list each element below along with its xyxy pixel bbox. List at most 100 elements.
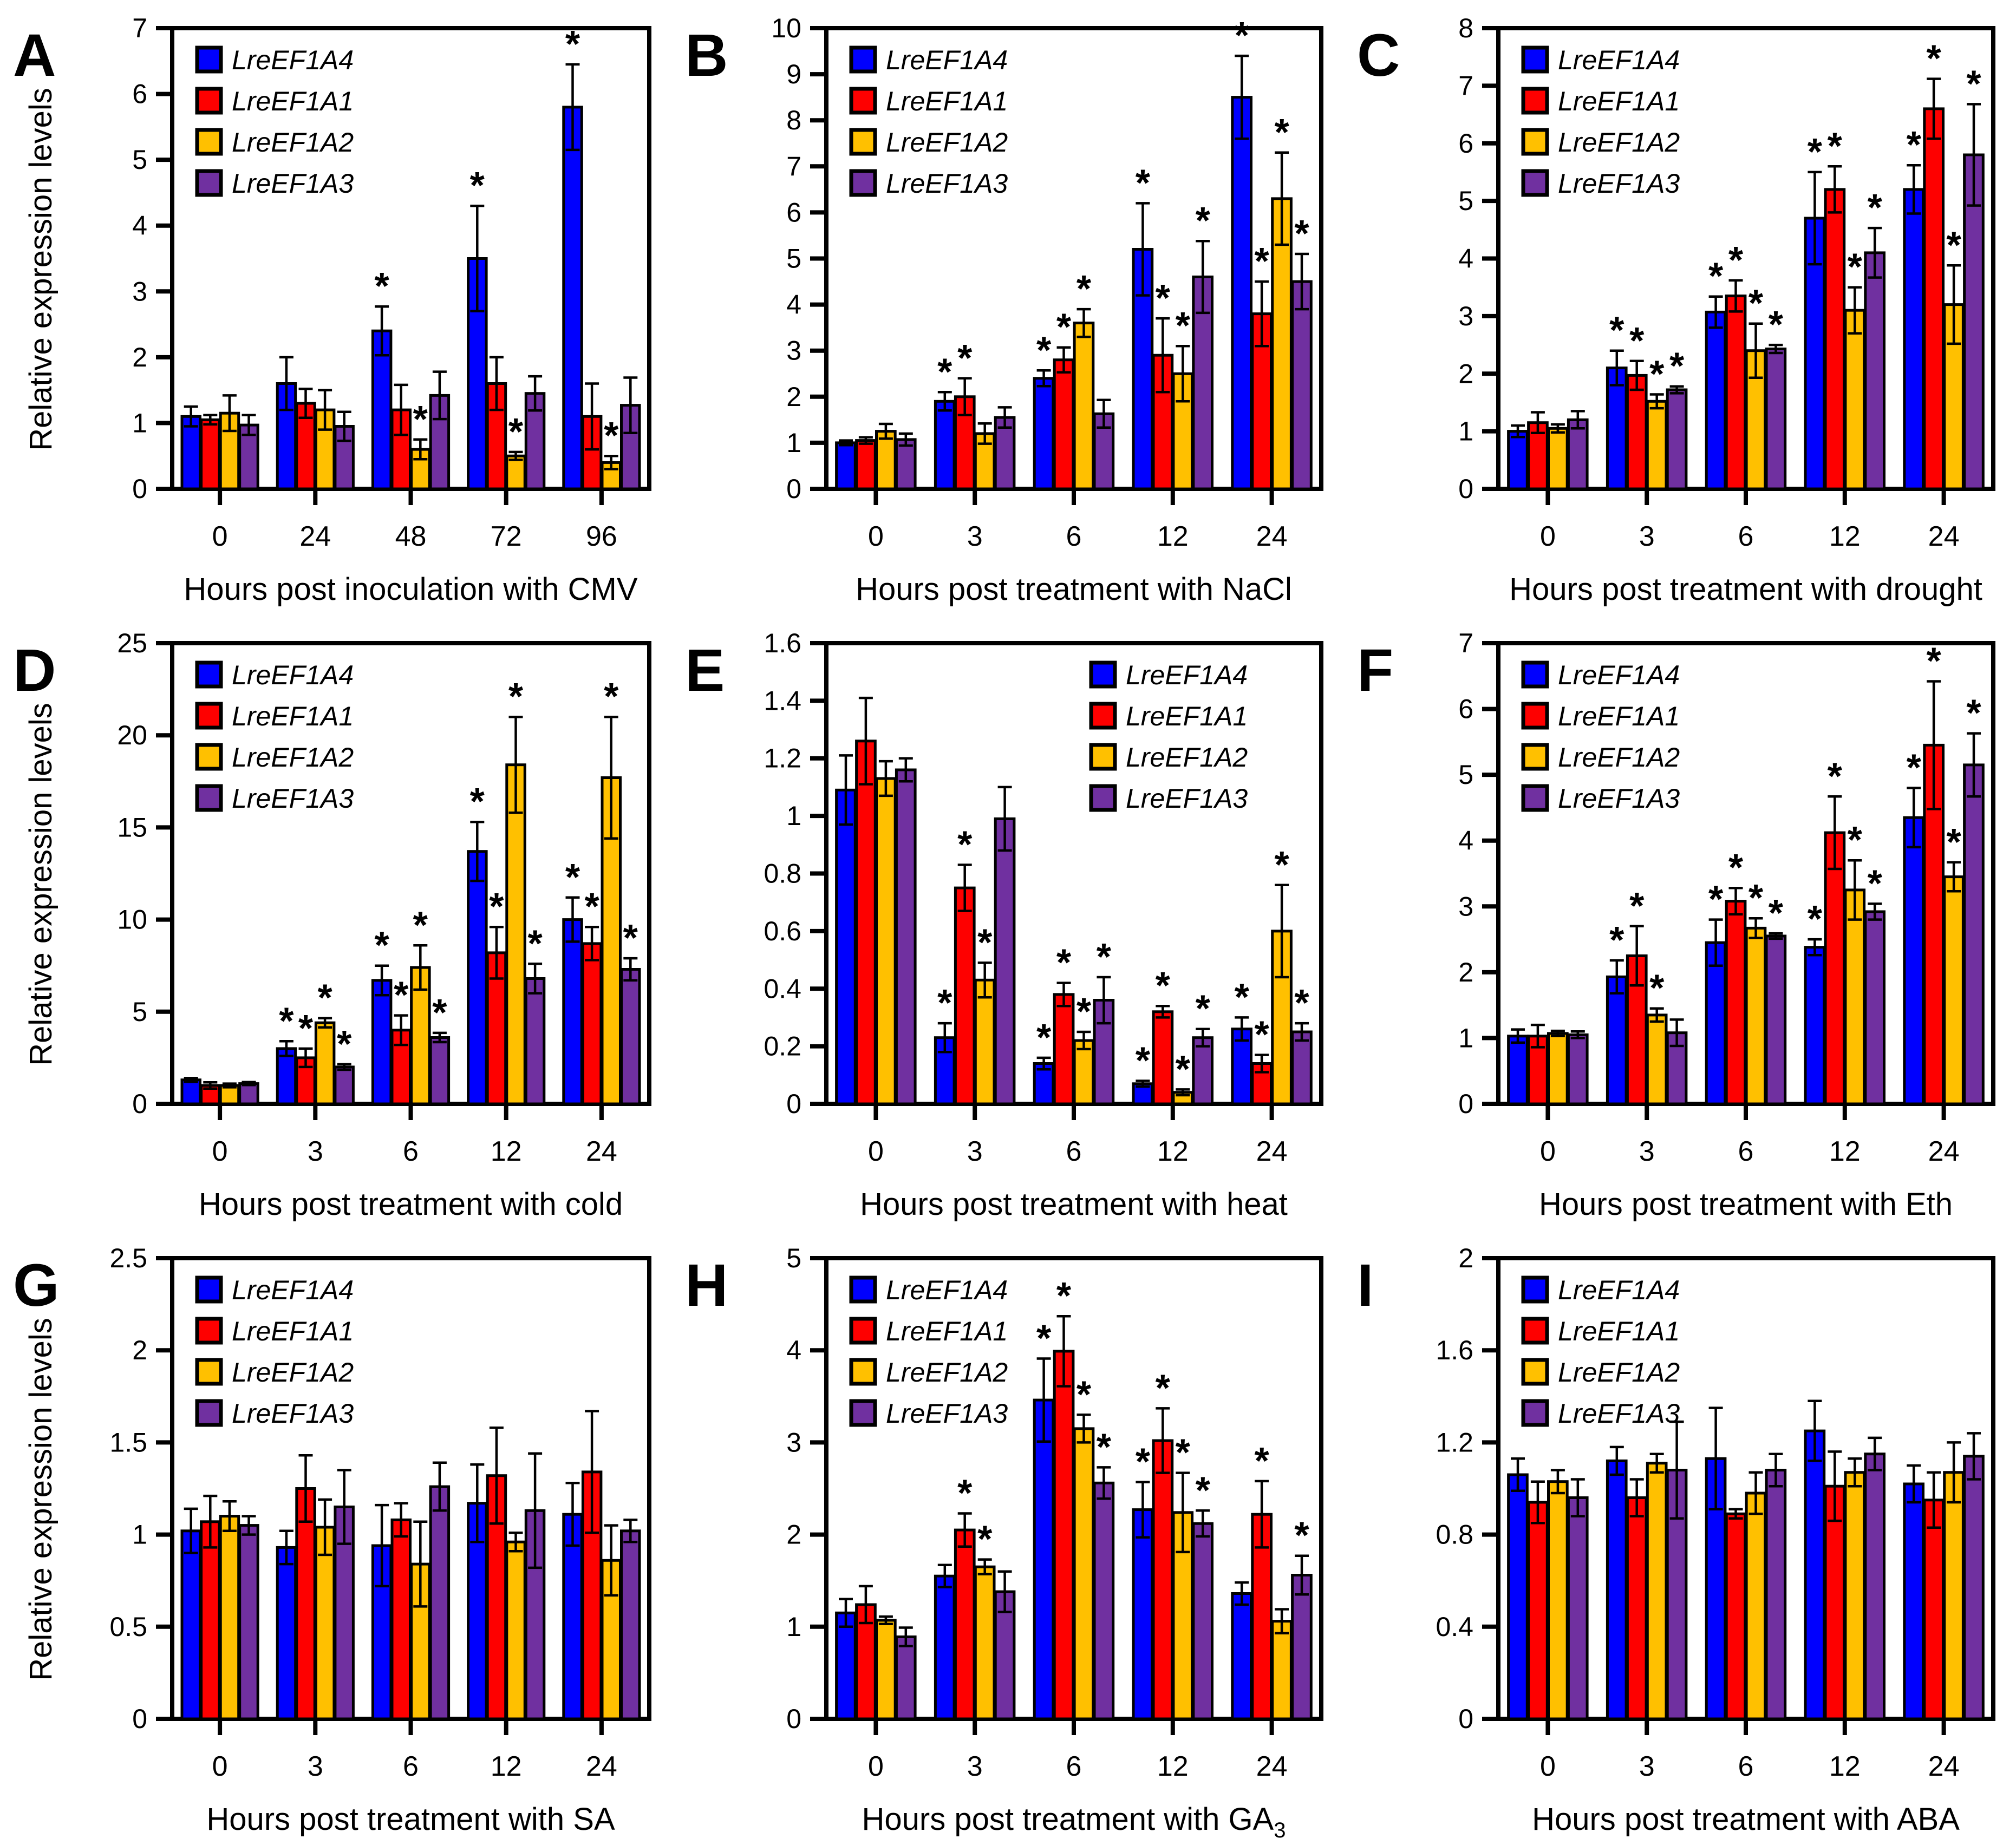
panel-letter: C xyxy=(1357,22,1400,89)
x-tick-label: 24 xyxy=(1256,1136,1288,1167)
x-tick-label: 24 xyxy=(586,1751,617,1782)
y-tick-label: 0 xyxy=(786,1704,801,1734)
bar-LreEF1A4-0h xyxy=(1507,430,1529,490)
y-tick-label: 1 xyxy=(786,1612,801,1642)
significance-asterisk: * xyxy=(298,1007,314,1049)
bar-LreEF1A2-24h xyxy=(1271,1620,1293,1720)
significance-asterisk: * xyxy=(1196,987,1211,1030)
bar-LreEF1A1-6h xyxy=(1725,900,1747,1105)
significance-asterisk: * xyxy=(470,164,485,206)
significance-asterisk: * xyxy=(1235,14,1250,56)
y-tick-label: 0.8 xyxy=(1436,1520,1473,1550)
significance-asterisk: * xyxy=(432,991,447,1033)
significance-asterisk: * xyxy=(1176,1431,1191,1474)
x-axis-title: Hours post treatment with SA xyxy=(206,1802,615,1837)
y-tick-label: 4 xyxy=(1458,826,1473,856)
significance-asterisk: * xyxy=(508,410,524,453)
significance-asterisk: * xyxy=(1294,982,1309,1024)
y-tick-label: 0 xyxy=(786,474,801,504)
x-tick-label: 6 xyxy=(1066,1751,1082,1782)
significance-asterisk: * xyxy=(1056,1274,1072,1317)
x-tick-label: 12 xyxy=(1829,521,1861,552)
significance-asterisk: * xyxy=(1294,212,1309,254)
x-tick-label: 6 xyxy=(1066,1136,1082,1167)
significance-asterisk: * xyxy=(1669,345,1685,387)
bar-LreEF1A4-6h xyxy=(1033,377,1055,490)
legend-swatch-LreEF1A4 xyxy=(849,1275,877,1304)
bar-LreEF1A2-24h xyxy=(1943,1471,1965,1720)
bar-LreEF1A3-24h xyxy=(1291,1030,1313,1105)
y-tick-label: 1 xyxy=(1458,416,1473,447)
y-tick-label: 4 xyxy=(786,1335,801,1365)
legend-swatch-LreEF1A1 xyxy=(849,87,877,115)
significance-asterisk: * xyxy=(1808,130,1823,173)
significance-asterisk: * xyxy=(1748,282,1764,324)
x-tick-label: 6 xyxy=(403,1136,419,1167)
y-tick-label: 1 xyxy=(786,428,801,458)
y-tick-label: 4 xyxy=(132,211,147,241)
legend-swatch-LreEF1A2 xyxy=(1521,1358,1549,1386)
significance-asterisk: * xyxy=(1294,1514,1309,1556)
y-tick-label: 6 xyxy=(1458,694,1473,724)
y-tick-label: 3 xyxy=(1458,301,1473,331)
significance-asterisk: * xyxy=(470,780,485,822)
bar-LreEF1A2-12h xyxy=(505,1540,526,1720)
chart-panel-E: 0 0.2 0.4 0.6 0.8 1 1.2 1.4 1.6 0 3 6 12 24 Hours post… xyxy=(672,615,1344,1230)
panel-letter: I xyxy=(1357,1252,1374,1319)
legend-swatch-LreEF1A2 xyxy=(1521,128,1549,156)
significance-asterisk: * xyxy=(1274,111,1289,153)
bar-LreEF1A3-3h xyxy=(1666,388,1688,490)
panel-letter: H xyxy=(685,1252,728,1319)
panel-letter: B xyxy=(685,22,728,89)
bar-LreEF1A2-6h xyxy=(1745,926,1767,1105)
y-axis-title: Relative expression levels xyxy=(23,88,58,451)
y-tick-label: 10 xyxy=(117,905,147,935)
bar-LreEF1A3-12h xyxy=(1864,1453,1885,1720)
bar-LreEF1A2-12h xyxy=(1844,888,1866,1105)
panel-letter: D xyxy=(13,637,56,704)
legend-label: LreEF1A2 xyxy=(1126,742,1248,773)
legend-swatch-LreEF1A3 xyxy=(195,1399,223,1427)
y-tick-label: 1 xyxy=(132,408,147,438)
significance-asterisk: * xyxy=(1629,319,1645,362)
significance-asterisk: * xyxy=(1156,277,1171,319)
legend-swatch-LreEF1A2 xyxy=(1089,743,1117,771)
y-tick-label: 5 xyxy=(786,244,801,274)
x-tick-label: 0 xyxy=(868,1751,884,1782)
bar-LreEF1A2-6h xyxy=(1745,1491,1767,1720)
y-tick-label: 7 xyxy=(1458,628,1473,658)
y-tick-label: 25 xyxy=(117,628,147,658)
x-tick-label: 24 xyxy=(1256,521,1288,552)
legend-swatch-LreEF1A2 xyxy=(195,1358,223,1386)
legend-swatch-LreEF1A1 xyxy=(1521,702,1549,730)
y-tick-label: 10 xyxy=(771,13,801,43)
bar-LreEF1A4-12h xyxy=(1132,1508,1154,1720)
x-tick-label: 6 xyxy=(1738,1136,1754,1167)
bar-LreEF1A1-0h xyxy=(855,439,877,490)
legend-label: LreEF1A1 xyxy=(886,86,1008,116)
legend-swatch-LreEF1A3 xyxy=(1521,784,1549,812)
chart-G: 0 0.5 1 1.5 2 2.5 0 3 6 12 24 Hours post treatment … xyxy=(13,1243,651,1837)
bar-LreEF1A4-3h xyxy=(1606,1459,1628,1720)
bar-LreEF1A1-3h xyxy=(954,1528,976,1720)
significance-asterisk: * xyxy=(1748,876,1764,919)
y-tick-label: 2 xyxy=(1458,1243,1473,1273)
y-tick-label: 0.2 xyxy=(764,1031,801,1062)
y-tick-label: 1.4 xyxy=(764,685,801,716)
y-tick-label: 3 xyxy=(1458,891,1473,921)
significance-asterisk: * xyxy=(1728,239,1744,281)
legend-swatch-LreEF1A3 xyxy=(1089,784,1117,812)
x-axis-title: Hours post treatment with cold xyxy=(199,1187,623,1222)
bar-LreEF1A2-12h xyxy=(1844,309,1866,490)
x-tick-label: 6 xyxy=(1738,1751,1754,1782)
y-tick-label: 7 xyxy=(132,13,147,43)
significance-asterisk: * xyxy=(623,917,638,959)
legend-swatch-LreEF1A4 xyxy=(1521,1275,1549,1304)
bar-LreEF1A4-12h xyxy=(467,850,488,1105)
significance-asterisk: * xyxy=(1136,1039,1151,1082)
y-tick-label: 8 xyxy=(1458,13,1473,43)
significance-asterisk: * xyxy=(508,675,524,717)
y-tick-label: 6 xyxy=(1458,128,1473,159)
